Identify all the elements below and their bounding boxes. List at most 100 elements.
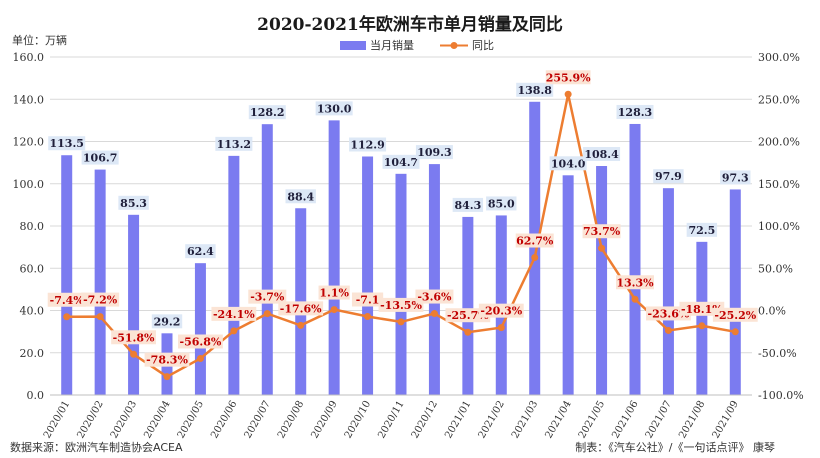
yoy-marker xyxy=(430,310,438,318)
bar-label-bg xyxy=(81,150,119,165)
bar-label-bg xyxy=(686,222,718,237)
bar xyxy=(428,164,440,395)
line-label-bg xyxy=(351,292,384,307)
bar xyxy=(261,124,273,396)
x-tick-label: 2020/12 xyxy=(410,399,440,440)
right-axis: -100.0% -50.0% 0.0% 50.0% 100.0% 150.0% 200.0%… xyxy=(758,51,804,402)
bar xyxy=(462,216,474,395)
yoy-data-label: 255.9% xyxy=(546,71,591,84)
bar-data-label: 128.2 xyxy=(250,106,284,119)
left-tick-label: 80.0 xyxy=(20,220,45,233)
bar xyxy=(529,101,541,395)
yoy-marker xyxy=(464,328,472,336)
bar-label-bg xyxy=(185,244,216,259)
yoy-data-label: 73.7% xyxy=(583,225,621,238)
line-label-bg xyxy=(144,352,190,367)
line-label-bg xyxy=(515,233,554,248)
bar-data-label: 106.7 xyxy=(83,152,117,165)
legend-swatch-marker xyxy=(450,42,458,49)
yoy-marker xyxy=(163,373,171,381)
right-tick-label: -50.0% xyxy=(758,347,797,360)
yoy-marker xyxy=(564,90,572,98)
yoy-data-label: -51.8% xyxy=(113,331,155,344)
bar-label-bg xyxy=(583,147,621,162)
x-tick-label: 2021/01 xyxy=(443,399,473,440)
line-label-bg xyxy=(545,70,591,85)
source-note: 数据来源：欧洲汽车制造协会ACEA xyxy=(10,440,183,454)
yoy-data-label: -3.6% xyxy=(417,291,452,304)
yoy-marker xyxy=(531,254,539,262)
line-label-bg xyxy=(81,292,120,307)
bar xyxy=(362,156,374,395)
legend-label-bar: 当月销量 xyxy=(370,38,414,52)
right-tick-label: -100.0% xyxy=(758,389,804,402)
unit-label: 单位：万辆 xyxy=(12,33,67,47)
yoy-data-label: -23.6% xyxy=(648,307,690,320)
line-label-bg xyxy=(712,307,758,322)
bar-label-bg xyxy=(653,169,684,184)
line-label-bg xyxy=(616,275,654,290)
bar-label-bg xyxy=(315,101,353,116)
line-label-bg xyxy=(178,334,223,349)
yoy-data-label: -25.2% xyxy=(714,309,756,322)
bar-data-label: 130.0 xyxy=(317,102,352,115)
yoy-marker xyxy=(598,244,606,252)
yoy-marker xyxy=(731,328,739,336)
bar-data-label: 88.4 xyxy=(287,190,314,203)
yoy-marker xyxy=(230,327,238,335)
x-tick-label: 2021/02 xyxy=(477,399,507,440)
bar-data-label: 138.8 xyxy=(517,84,552,97)
bar-label-bg xyxy=(48,136,86,151)
yoy-data-label: -17.6% xyxy=(280,302,322,315)
bar-label-bg xyxy=(486,196,517,211)
x-tick-label: 2021/08 xyxy=(677,399,707,440)
x-tick-label: 2020/04 xyxy=(142,399,172,440)
line-label-bg xyxy=(415,289,454,304)
bar-data-label: 72.5 xyxy=(688,224,715,237)
bar-label-bg xyxy=(452,197,484,212)
left-tick-label: 60.0 xyxy=(20,262,45,275)
yoy-data-label: -24.1% xyxy=(213,308,255,321)
yoy-data-label: -3.7% xyxy=(250,291,285,304)
bar-series xyxy=(61,101,741,396)
bar xyxy=(562,175,574,395)
x-tick-label: 2020/07 xyxy=(243,399,273,440)
yoy-data-label: 13.3% xyxy=(616,276,654,289)
x-tick-label: 2020/08 xyxy=(276,399,306,440)
left-tick-label: 100.0 xyxy=(13,178,45,191)
bar xyxy=(228,155,240,395)
line-label-bg xyxy=(211,306,257,321)
x-tick-label: 2021/07 xyxy=(644,399,674,440)
line-label-bg xyxy=(278,301,324,316)
bar-label-bg xyxy=(151,314,183,329)
x-tick-label: 2020/10 xyxy=(343,399,373,440)
yoy-marker xyxy=(96,313,104,321)
x-tick-label: 2020/11 xyxy=(376,399,406,440)
yoy-data-label: -7.4% xyxy=(50,294,85,307)
bar-label-bg xyxy=(415,145,453,160)
x-tick-label: 2020/06 xyxy=(209,399,239,440)
yoy-marker xyxy=(63,313,71,321)
yoy-marker xyxy=(497,324,505,332)
yoy-data-label: -13.5% xyxy=(380,299,422,312)
yoy-data-label: -20.3% xyxy=(480,305,522,318)
bar-data-label: 85.3 xyxy=(120,197,147,210)
x-tick-label: 2020/02 xyxy=(75,399,105,440)
yoy-data-label: -56.8% xyxy=(180,335,222,348)
yoy-data-label: 1.1% xyxy=(319,287,349,300)
yoy-data-label: -78.3% xyxy=(146,354,188,367)
bar-label-bg xyxy=(616,104,654,119)
bar-data-label: 84.3 xyxy=(454,199,481,212)
bar-label-bg xyxy=(549,156,587,171)
left-tick-label: 120.0 xyxy=(13,136,45,149)
bar xyxy=(61,155,73,395)
bar-data-label: 109.3 xyxy=(417,146,451,159)
yoy-marker xyxy=(196,354,204,362)
bar-label-bg xyxy=(516,82,554,97)
line-label-bg xyxy=(478,303,524,318)
credit-note: 制表：《汽车公社》/《一句话点评》 康琴 xyxy=(575,440,775,454)
bar-label-bg xyxy=(382,154,420,169)
right-tick-label: 250.0% xyxy=(758,93,800,106)
right-tick-label: 0.0% xyxy=(758,305,786,318)
